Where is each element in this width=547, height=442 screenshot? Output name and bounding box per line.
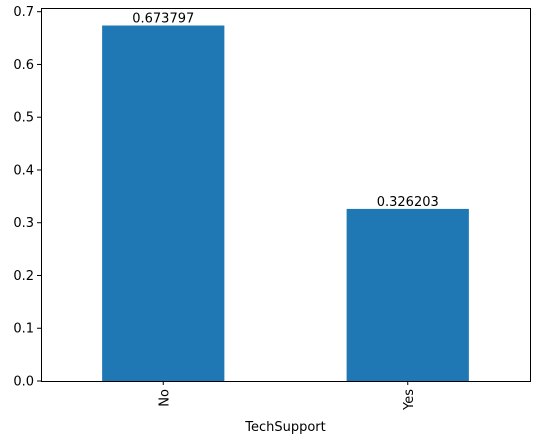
y-tick-label: 0.2	[13, 269, 34, 284]
bars-group: 0.673797 0.326203	[102, 12, 469, 382]
y-tick-label: 0.4	[13, 163, 34, 178]
data-label-yes: 0.326203	[377, 195, 439, 210]
y-tick-label: 0.7	[13, 5, 34, 20]
y-axis: 0.0 0.1 0.2 0.3 0.4 0.5 0.6 0.7	[13, 5, 41, 390]
y-tick-label: 0.0	[13, 375, 34, 390]
y-tick-label: 0.3	[13, 216, 34, 231]
y-tick-label: 0.5	[13, 111, 34, 126]
x-axis-label: TechSupport	[244, 420, 326, 435]
bar-yes	[346, 208, 469, 381]
x-tick-label-yes: Yes	[402, 389, 417, 411]
data-label-no: 0.673797	[132, 12, 194, 27]
plot-frame	[41, 8, 531, 382]
y-tick-label: 0.6	[13, 58, 34, 73]
x-tick-label-no: No	[157, 389, 172, 407]
y-tick-label: 0.1	[13, 322, 34, 337]
x-axis: No Yes	[157, 381, 417, 411]
bar-no	[102, 25, 225, 382]
